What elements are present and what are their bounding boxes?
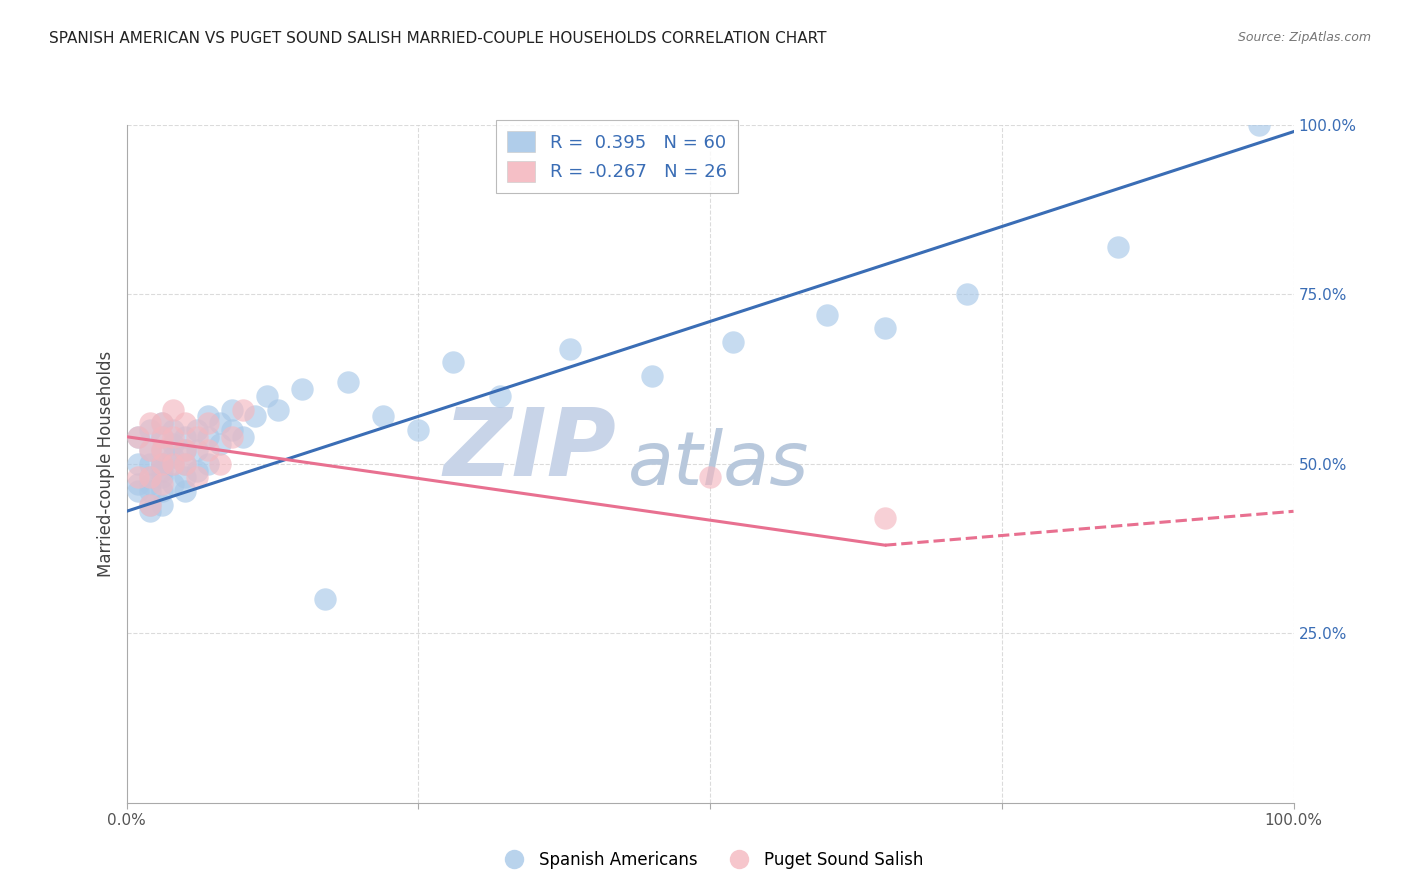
Point bbox=[174, 483, 197, 498]
Point bbox=[150, 430, 173, 444]
Point bbox=[875, 511, 897, 525]
Point bbox=[162, 457, 184, 471]
Point bbox=[162, 450, 184, 464]
Point bbox=[139, 498, 162, 512]
Point bbox=[139, 470, 162, 484]
Point bbox=[174, 457, 197, 471]
Point bbox=[1108, 240, 1130, 254]
Point bbox=[139, 504, 162, 518]
Point bbox=[221, 402, 243, 417]
Point bbox=[127, 477, 149, 491]
Point bbox=[186, 443, 208, 458]
Point bbox=[441, 355, 464, 369]
Point bbox=[186, 470, 208, 484]
Point bbox=[197, 443, 219, 458]
Text: ZIP: ZIP bbox=[444, 404, 617, 496]
Point bbox=[150, 470, 173, 484]
Point bbox=[875, 321, 897, 335]
Point bbox=[139, 477, 162, 491]
Point bbox=[150, 457, 173, 471]
Point bbox=[150, 483, 173, 498]
Point bbox=[174, 470, 197, 484]
Y-axis label: Married-couple Households: Married-couple Households bbox=[97, 351, 115, 577]
Point bbox=[314, 592, 336, 607]
Point bbox=[139, 457, 162, 471]
Text: atlas: atlas bbox=[628, 428, 810, 500]
Point bbox=[208, 416, 231, 430]
Point bbox=[208, 436, 231, 450]
Point bbox=[139, 416, 162, 430]
Point bbox=[139, 423, 162, 437]
Point bbox=[162, 477, 184, 491]
Point bbox=[139, 470, 162, 484]
Point bbox=[186, 423, 208, 437]
Point bbox=[267, 402, 290, 417]
Point bbox=[139, 498, 162, 512]
Point bbox=[139, 483, 162, 498]
Point bbox=[150, 498, 173, 512]
Point bbox=[408, 423, 430, 437]
Point bbox=[489, 389, 512, 403]
Point bbox=[956, 287, 979, 301]
Point bbox=[162, 436, 184, 450]
Point bbox=[150, 430, 173, 444]
Point bbox=[162, 457, 184, 471]
Point bbox=[150, 457, 173, 471]
Point bbox=[197, 416, 219, 430]
Point bbox=[337, 376, 360, 390]
Point bbox=[232, 430, 254, 444]
Point bbox=[150, 443, 173, 458]
Point bbox=[139, 443, 162, 458]
Text: SPANISH AMERICAN VS PUGET SOUND SALISH MARRIED-COUPLE HOUSEHOLDS CORRELATION CHA: SPANISH AMERICAN VS PUGET SOUND SALISH M… bbox=[49, 31, 827, 46]
Point bbox=[150, 443, 173, 458]
Point bbox=[186, 430, 208, 444]
Point bbox=[232, 402, 254, 417]
Point bbox=[723, 334, 745, 349]
Point bbox=[256, 389, 278, 403]
Point bbox=[174, 443, 197, 458]
Point bbox=[197, 430, 219, 444]
Point bbox=[174, 443, 197, 458]
Point bbox=[221, 423, 243, 437]
Point bbox=[208, 457, 231, 471]
Point bbox=[174, 416, 197, 430]
Point bbox=[150, 457, 173, 471]
Point bbox=[127, 457, 149, 471]
Point bbox=[197, 457, 219, 471]
Point bbox=[290, 382, 312, 396]
Point bbox=[1247, 118, 1270, 132]
Point bbox=[197, 409, 219, 424]
Point bbox=[162, 423, 184, 437]
Point bbox=[127, 430, 149, 444]
Point bbox=[815, 308, 838, 322]
Point bbox=[243, 409, 266, 424]
Point bbox=[150, 477, 173, 491]
Point bbox=[699, 470, 721, 484]
Point bbox=[558, 342, 581, 356]
Point bbox=[127, 483, 149, 498]
Point bbox=[139, 443, 162, 458]
Point bbox=[127, 430, 149, 444]
Point bbox=[162, 430, 184, 444]
Point bbox=[186, 464, 208, 478]
Point bbox=[162, 402, 184, 417]
Point bbox=[174, 430, 197, 444]
Point bbox=[127, 470, 149, 484]
Text: Source: ZipAtlas.com: Source: ZipAtlas.com bbox=[1237, 31, 1371, 45]
Point bbox=[150, 416, 173, 430]
Point bbox=[373, 409, 395, 424]
Point bbox=[221, 430, 243, 444]
Point bbox=[150, 464, 173, 478]
Point bbox=[174, 457, 197, 471]
Point bbox=[150, 416, 173, 430]
Legend: Spanish Americans, Puget Sound Salish: Spanish Americans, Puget Sound Salish bbox=[491, 845, 929, 876]
Point bbox=[641, 368, 664, 383]
